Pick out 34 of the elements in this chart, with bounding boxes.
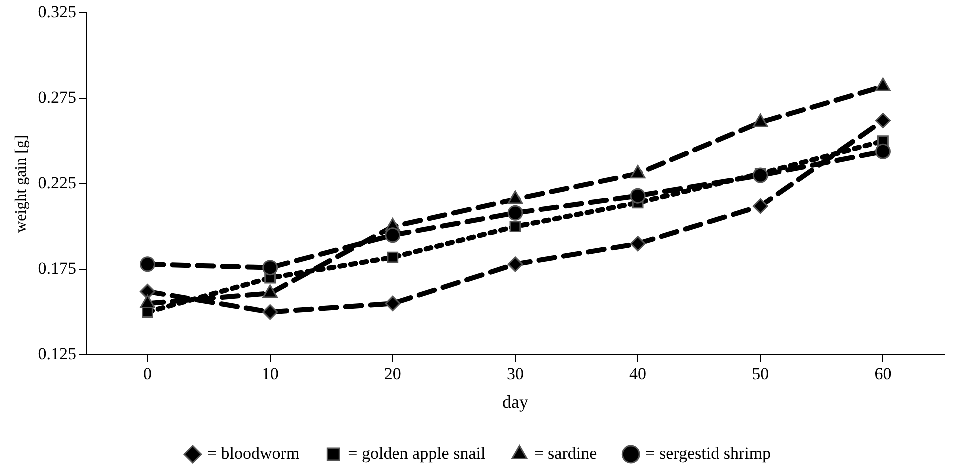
x-tick-label: 60 bbox=[874, 364, 892, 384]
point bbox=[510, 221, 522, 233]
legend-label: = sergestid shrimp bbox=[646, 444, 772, 463]
point bbox=[752, 168, 768, 184]
point bbox=[140, 284, 156, 300]
legend-label: = golden apple snail bbox=[348, 444, 486, 463]
point bbox=[630, 236, 646, 252]
x-tick-label: 20 bbox=[384, 364, 402, 384]
point bbox=[752, 198, 768, 214]
point bbox=[262, 304, 278, 320]
point bbox=[630, 188, 646, 204]
x-tick-label: 30 bbox=[506, 364, 524, 384]
legend-label: = sardine bbox=[534, 444, 598, 463]
y-tick-label: 0.225 bbox=[38, 174, 76, 193]
point bbox=[262, 260, 278, 276]
legend-label: = bloodworm bbox=[207, 444, 300, 463]
x-axis-title: day bbox=[502, 392, 528, 412]
point bbox=[385, 228, 401, 244]
point bbox=[385, 296, 401, 312]
x-tick-label: 0 bbox=[143, 364, 152, 384]
y-axis-title: weight gain [g] bbox=[12, 135, 30, 233]
point bbox=[875, 144, 891, 160]
point bbox=[508, 205, 524, 221]
x-tick-label: 50 bbox=[752, 364, 770, 384]
point bbox=[875, 113, 891, 129]
point bbox=[387, 252, 399, 264]
y-tick-label: 0.275 bbox=[38, 88, 76, 108]
point bbox=[140, 256, 156, 272]
x-tick-label: 40 bbox=[630, 364, 647, 384]
y-tick-label: 0.175 bbox=[38, 259, 76, 278]
x-tick-label: 10 bbox=[262, 364, 279, 384]
y-tick-label: 0.125 bbox=[38, 344, 76, 364]
y-tick-label: 0.325 bbox=[38, 2, 76, 22]
point bbox=[508, 256, 524, 272]
